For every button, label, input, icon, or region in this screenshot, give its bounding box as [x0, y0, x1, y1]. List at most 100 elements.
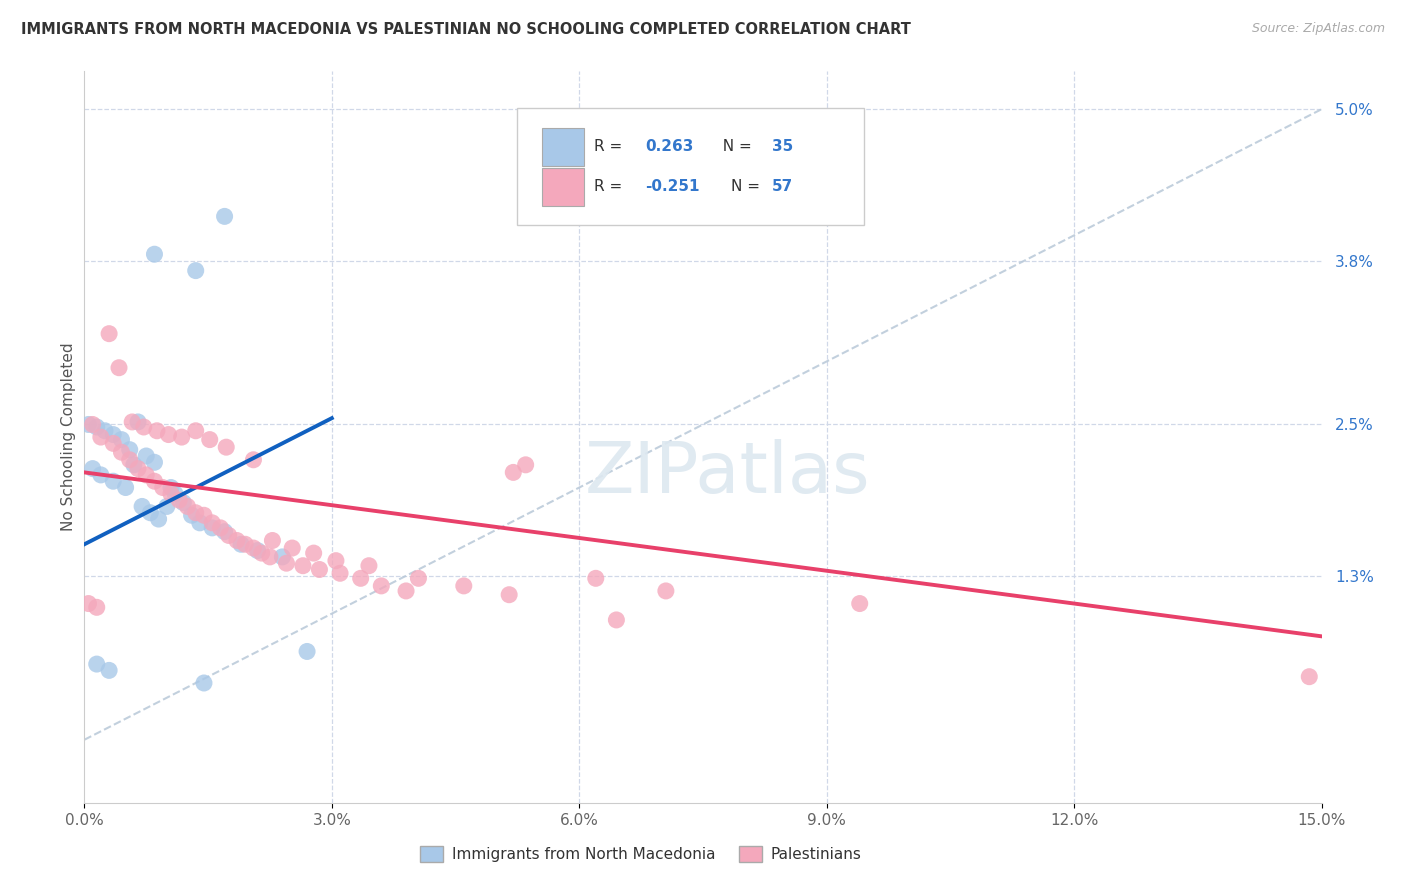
Text: 35: 35: [772, 139, 793, 154]
Point: [215, 440, 238, 454]
Point: [357, 558, 380, 573]
Point: [329, 566, 352, 581]
Point: [103, 427, 125, 442]
Point: [180, 508, 202, 523]
Point: [585, 571, 607, 585]
Point: [250, 546, 273, 560]
Point: [170, 430, 193, 444]
Point: [325, 554, 347, 568]
Point: [193, 508, 215, 523]
Point: [198, 433, 221, 447]
Point: [114, 481, 136, 495]
Point: [157, 427, 180, 442]
Point: [103, 474, 125, 488]
Text: N =: N =: [731, 178, 765, 194]
Point: [395, 583, 418, 598]
Point: [172, 496, 194, 510]
Point: [281, 541, 304, 555]
FancyBboxPatch shape: [543, 128, 585, 167]
Point: [259, 549, 281, 564]
Point: [184, 263, 207, 277]
Point: [152, 481, 174, 495]
Point: [233, 537, 256, 551]
Point: [146, 424, 169, 438]
Point: [370, 579, 392, 593]
Point: [291, 558, 314, 573]
Point: [77, 597, 100, 611]
Point: [94, 424, 117, 438]
Point: [139, 506, 162, 520]
FancyBboxPatch shape: [543, 168, 585, 206]
Point: [176, 500, 198, 514]
Point: [127, 415, 149, 429]
Text: ZIPatlas: ZIPatlas: [585, 439, 870, 508]
Point: [515, 458, 537, 472]
Text: N =: N =: [713, 139, 756, 154]
Text: R =: R =: [595, 139, 627, 154]
Point: [214, 524, 236, 539]
Point: [453, 579, 475, 593]
Point: [201, 516, 224, 530]
Point: [98, 664, 121, 678]
Point: [165, 487, 187, 501]
Point: [86, 600, 108, 615]
Point: [135, 467, 157, 482]
Point: [132, 420, 155, 434]
Point: [276, 556, 298, 570]
Text: IMMIGRANTS FROM NORTH MACEDONIA VS PALESTINIAN NO SCHOOLING COMPLETED CORRELATIO: IMMIGRANTS FROM NORTH MACEDONIA VS PALES…: [21, 22, 911, 37]
Point: [605, 613, 627, 627]
Point: [118, 442, 141, 457]
Text: 0.263: 0.263: [645, 139, 693, 154]
Point: [655, 583, 678, 598]
Point: [156, 500, 179, 514]
Point: [184, 424, 207, 438]
Text: 57: 57: [772, 178, 793, 194]
Point: [214, 210, 236, 224]
Point: [262, 533, 284, 548]
Point: [110, 445, 132, 459]
Point: [502, 466, 524, 480]
Point: [121, 415, 143, 429]
Point: [148, 512, 170, 526]
Point: [184, 506, 207, 520]
Point: [160, 487, 183, 501]
Point: [90, 467, 112, 482]
Point: [408, 571, 430, 585]
Point: [226, 533, 249, 548]
Point: [848, 597, 870, 611]
Text: -0.251: -0.251: [645, 178, 699, 194]
Point: [86, 657, 108, 671]
Point: [242, 541, 264, 555]
Point: [135, 449, 157, 463]
Point: [193, 676, 215, 690]
Point: [209, 521, 232, 535]
Point: [229, 537, 252, 551]
Point: [122, 458, 145, 472]
Point: [1298, 670, 1320, 684]
Point: [218, 528, 240, 542]
Legend: Immigrants from North Macedonia, Palestinians: Immigrants from North Macedonia, Palesti…: [415, 840, 868, 868]
Point: [143, 474, 166, 488]
Point: [242, 452, 264, 467]
Text: R =: R =: [595, 178, 627, 194]
Point: [143, 455, 166, 469]
Point: [110, 433, 132, 447]
Text: Source: ZipAtlas.com: Source: ZipAtlas.com: [1251, 22, 1385, 36]
Point: [118, 452, 141, 467]
Point: [82, 417, 104, 432]
FancyBboxPatch shape: [517, 108, 863, 225]
Point: [108, 360, 131, 375]
Point: [350, 571, 373, 585]
Point: [308, 562, 330, 576]
Point: [295, 644, 318, 658]
Point: [77, 417, 100, 432]
Point: [160, 481, 183, 495]
Point: [82, 461, 104, 475]
Point: [127, 461, 149, 475]
Point: [201, 521, 224, 535]
Y-axis label: No Schooling Completed: No Schooling Completed: [60, 343, 76, 532]
Point: [143, 247, 166, 261]
Point: [103, 436, 125, 450]
Point: [246, 543, 269, 558]
Point: [498, 588, 520, 602]
